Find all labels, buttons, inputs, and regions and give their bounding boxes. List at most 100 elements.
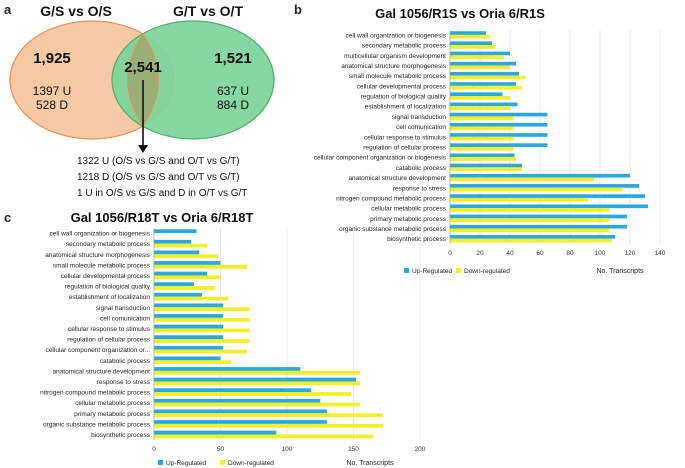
venn-note-2: 1218 D (O/S vs G/S and O/T vs G/T) bbox=[77, 172, 240, 183]
legend-swatch bbox=[404, 268, 409, 273]
x-tick-label: 100 bbox=[595, 250, 606, 257]
bar-down-regulated bbox=[154, 243, 208, 248]
bar-down-regulated bbox=[450, 218, 609, 222]
category-label: organic substance metabolic process bbox=[339, 226, 447, 233]
x-tick-label: 120 bbox=[625, 250, 636, 257]
chart-title: Gal 1056/R1S vs Oria 6/R1S bbox=[375, 6, 545, 21]
x-tick-label: 0 bbox=[448, 250, 452, 257]
category-label: establishment of localization bbox=[365, 104, 447, 111]
category-label: biosynthetic process bbox=[91, 432, 151, 439]
bar-up-regulated bbox=[154, 356, 221, 361]
x-tick-label: 140 bbox=[655, 250, 666, 257]
bar-up-regulated bbox=[154, 367, 301, 371]
bar-up-regulated bbox=[450, 82, 516, 86]
venn-left-count: 1,925 bbox=[33, 50, 71, 67]
category-label: catabolic process bbox=[396, 165, 447, 172]
bar-up-regulated bbox=[154, 239, 192, 244]
category-label: multicellular organism development bbox=[344, 53, 446, 60]
bar-up-regulated bbox=[450, 41, 492, 46]
category-label: cell wall organization or biogenesis bbox=[50, 231, 151, 238]
x-tick-label: 50 bbox=[217, 446, 225, 453]
venn-right-count: 1,521 bbox=[214, 50, 252, 67]
bar-down-regulated bbox=[154, 370, 361, 375]
bar-down-regulated bbox=[154, 296, 229, 301]
legend-label: Up-Regulated bbox=[412, 268, 452, 275]
x-axis-title: No. Transcripts bbox=[346, 460, 394, 467]
category-label: secondary metabolic process bbox=[66, 241, 151, 248]
category-label: cellular developmental process bbox=[357, 83, 447, 90]
bar-down-regulated bbox=[450, 55, 504, 59]
bar-down-regulated bbox=[154, 317, 250, 322]
category-label: anatomical structure development bbox=[348, 175, 446, 182]
legend-swatch bbox=[456, 268, 461, 273]
category-label: regulation of cellular process bbox=[363, 144, 446, 151]
legend-label: Down-regulated bbox=[464, 268, 510, 275]
category-label: signal transduction bbox=[392, 114, 447, 121]
bar-up-regulated bbox=[154, 271, 208, 276]
category-label: regulation of biological quality bbox=[361, 94, 447, 101]
bar-up-regulated bbox=[450, 133, 548, 137]
venn-note-1: 1322 U (O/S vs G/S and O/T vs G/T) bbox=[77, 156, 240, 167]
venn-left-title: G/S vs O/S bbox=[40, 3, 112, 19]
category-label: small molecule metabolic process bbox=[349, 73, 447, 80]
bar-down-regulated bbox=[450, 75, 525, 80]
x-tick-label: 60 bbox=[536, 250, 544, 257]
bar-down-regulated bbox=[154, 254, 218, 259]
bar-down-regulated bbox=[154, 413, 383, 418]
bar-down-regulated bbox=[450, 106, 510, 110]
bar-up-regulated bbox=[154, 282, 194, 287]
bar-down-regulated bbox=[450, 187, 623, 192]
bar-down-regulated bbox=[450, 34, 489, 39]
venn-right-title: G/T vs O/T bbox=[173, 3, 243, 19]
category-label: cell wall organization or biogenesis bbox=[346, 32, 447, 39]
bar-up-regulated bbox=[450, 71, 519, 76]
bar-up-regulated bbox=[154, 292, 202, 297]
category-label: cellular component organization or... bbox=[46, 347, 151, 354]
bar-up-regulated bbox=[450, 143, 548, 147]
bar-up-regulated bbox=[450, 112, 548, 117]
x-tick-label: 150 bbox=[348, 446, 359, 453]
chart-c: Gal 1056/R18T vs Oria 6/R18T 0 50 100 150 200… bbox=[40, 210, 426, 467]
venn-overlap-count: 2,541 bbox=[124, 59, 162, 76]
bar-down-regulated bbox=[450, 116, 513, 121]
bar-up-regulated bbox=[450, 173, 630, 178]
bar-up-regulated bbox=[450, 122, 548, 127]
bar-down-regulated bbox=[154, 402, 361, 407]
bar-down-regulated bbox=[450, 126, 513, 131]
bar-up-regulated bbox=[450, 153, 515, 158]
bar-down-regulated bbox=[450, 238, 612, 243]
venn-right-down: 884 D bbox=[217, 98, 249, 112]
category-label: secondary metabolic process bbox=[362, 43, 447, 50]
legend-swatch bbox=[220, 460, 225, 465]
category-label: small molecule metabolic process bbox=[53, 262, 151, 269]
bar-up-regulated bbox=[450, 61, 516, 66]
category-label: response to stress bbox=[393, 185, 447, 192]
category-label: nitrogen compound metabolic process bbox=[336, 195, 447, 202]
legend-swatch bbox=[158, 460, 163, 465]
bar-down-regulated bbox=[450, 96, 510, 100]
bar-down-regulated bbox=[154, 286, 216, 290]
category-label: primary metabolic process bbox=[74, 411, 151, 418]
category-label: anatomical structure morphogenesis bbox=[341, 63, 447, 70]
overlap-arrow-head bbox=[138, 145, 148, 153]
bar-down-regulated bbox=[154, 328, 250, 333]
legend-label: Down-regulated bbox=[228, 460, 274, 467]
x-tick-label: 20 bbox=[476, 250, 484, 257]
category-label: cellular developmental process bbox=[61, 273, 151, 280]
category-label: nitrogen compound metabolic process bbox=[40, 390, 151, 397]
bar-down-regulated bbox=[450, 197, 588, 202]
bar-up-regulated bbox=[450, 92, 503, 97]
bar-up-regulated bbox=[154, 324, 224, 329]
category-label: regulation of biological quality bbox=[65, 284, 151, 291]
bar-down-regulated bbox=[154, 264, 248, 269]
bar-up-regulated bbox=[450, 102, 518, 107]
chart-title: Gal 1056/R18T vs Oria 6/R18T bbox=[71, 210, 254, 225]
bar-up-regulated bbox=[154, 303, 224, 308]
category-label: establishment of localization bbox=[69, 294, 151, 301]
bar-down-regulated bbox=[154, 434, 374, 439]
bar-up-regulated bbox=[450, 163, 522, 168]
bar-up-regulated bbox=[450, 184, 639, 188]
bar-down-regulated bbox=[450, 65, 510, 70]
legend-label: Up-Regulated bbox=[166, 460, 206, 467]
